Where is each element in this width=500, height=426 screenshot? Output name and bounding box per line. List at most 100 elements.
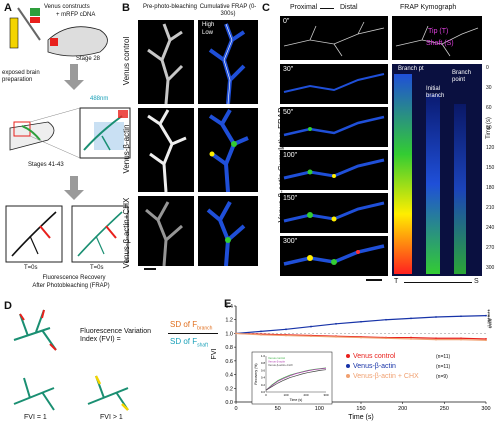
inset-series-line <box>265 367 327 391</box>
y-tick-label: 1.4 <box>225 304 233 310</box>
row-label-chx: Venus-β-actin+CHX <box>122 197 131 269</box>
denominator-text: SD of F <box>170 337 198 346</box>
kymo-tick-label: 30 <box>486 85 492 91</box>
x-tick-label: 100 <box>315 406 324 412</box>
series-point <box>485 339 487 342</box>
frap-label-2: After Photobleaching (FRAP) <box>32 283 110 289</box>
exposed-brain-label: exposed brain preparation <box>2 70 40 83</box>
inset-x-tick-label: 0 <box>265 393 267 397</box>
inset-legend-label: Venus-β-actin <box>268 360 286 364</box>
series-point <box>435 337 437 340</box>
significance-marker: *** <box>488 315 494 323</box>
inset-y-tick-label: 0.4 <box>261 376 266 380</box>
series-point <box>335 335 337 338</box>
kymo-tick-label: 90 <box>486 125 492 131</box>
tx-label: T=0s <box>90 265 104 271</box>
y-tick-label: 0.4 <box>225 373 233 379</box>
x-tick-label: 250 <box>440 406 449 412</box>
series-point <box>260 333 262 336</box>
fvi-equal-1: FVI = 1 <box>24 414 47 421</box>
legend-low: Low <box>202 30 214 36</box>
time-100: 100" <box>283 152 298 159</box>
inset-y-tick-label: 0.6 <box>261 368 266 372</box>
inset-x-tick-label: 300 <box>323 393 328 397</box>
legend-label: Venus-β-actin + CHX <box>353 373 419 380</box>
initial-branch-label: Initial branch <box>426 86 445 99</box>
inset-y-tick-label: 0.0 <box>261 390 266 394</box>
fvi-fraction-bar <box>168 333 218 334</box>
fvi-chart: 0.0 0.2 0.4 0.6 0.8 1.0 1.2 1.4 0 50 100 150 200 250 3… <box>211 304 494 421</box>
series-point <box>435 338 437 341</box>
kymograph-image <box>392 64 482 276</box>
row-label-control: Venus control <box>122 36 131 86</box>
prox-distal-arrow <box>320 8 334 9</box>
panel-b-letter: B <box>122 2 130 14</box>
legend-marker <box>346 364 350 368</box>
fvi-denominator: SD of Fshaft <box>170 337 208 351</box>
tip-label: Tip (T) <box>428 28 449 35</box>
significance-marker: *** <box>488 309 494 317</box>
kymo-tick-label: 210 <box>486 205 495 211</box>
kymo-tick-label: 300 <box>486 265 495 271</box>
inset-x-label: Time (s) <box>290 398 303 402</box>
legend-marker <box>346 354 350 358</box>
numerator-sub: branch <box>197 325 213 332</box>
legend-n: (n=9) <box>436 374 448 380</box>
scale-bar-b <box>144 268 156 270</box>
inset-x-tick-label: 100 <box>283 393 288 397</box>
kymo-top <box>392 16 482 60</box>
y-tick-label: 1.2 <box>225 318 233 324</box>
image-chx-prebleach <box>138 196 194 266</box>
proximal-label: Proximal <box>290 4 318 11</box>
kymo-time-ticks: 0 30 60 90 120 150 180 210 240 270 300 <box>484 64 500 276</box>
x-tick-label: 200 <box>398 406 407 412</box>
kymo-bottom-s: S <box>474 278 479 285</box>
panel-d-letter: D <box>4 300 12 312</box>
series-point <box>310 325 312 328</box>
legend-n: (n=11) <box>436 354 451 360</box>
series-point <box>410 317 412 320</box>
legend-label: Venus-β-actin <box>353 363 396 370</box>
inset-y-tick-label: 1.0 <box>261 354 266 358</box>
inset-frame <box>251 351 333 405</box>
mrfp-label: + mRFP cDNA <box>56 12 96 18</box>
series-point <box>285 328 287 331</box>
series-point <box>485 314 487 317</box>
shaft-label: Shaft (S) <box>426 40 454 47</box>
inset-x-tick-label: 200 <box>303 393 308 397</box>
kymo-tick-label: 240 <box>486 225 495 231</box>
panel-a-letter: A <box>4 2 12 14</box>
constructs-label: Venus constructs <box>44 4 90 10</box>
col-prebleach-label: Pre-photo-bleaching <box>142 4 198 10</box>
series-point <box>235 332 237 335</box>
time-30: 30" <box>283 66 294 73</box>
series-point <box>360 320 362 323</box>
legend-label: Venus control <box>353 353 396 360</box>
legend-n: (n=11) <box>436 364 451 370</box>
numerator-text: SD of F <box>170 320 198 329</box>
branch-point-label: Branch point <box>452 70 472 83</box>
kymo-tick-label: 270 <box>486 245 495 251</box>
significance-marker: ### <box>488 318 494 329</box>
series-point <box>460 315 462 318</box>
image-control-frap <box>198 20 258 104</box>
x-tick-label: 300 <box>481 406 490 412</box>
panel-c-letter: C <box>262 2 270 14</box>
kymo-tick-label: 60 <box>486 105 492 111</box>
inset-y-tick-label: 0.8 <box>261 361 266 365</box>
kymo-tick-label: 0 <box>486 65 489 71</box>
inset-legend-label: Venus-β-actin+CHX <box>268 363 293 367</box>
y-tick-label: 0.0 <box>225 400 233 406</box>
inset-legend-label: Venus control <box>268 356 285 360</box>
legend-marker <box>346 374 350 378</box>
x-axis-label: Time (s) <box>348 414 373 421</box>
image-actin-prebleach <box>138 108 194 192</box>
y-tick-label: 1.0 <box>225 331 233 337</box>
series-point <box>410 338 412 340</box>
series-point <box>410 336 412 339</box>
scale-bar-c <box>366 279 382 281</box>
fvi-greater-1: FVI > 1 <box>100 414 123 421</box>
fvi-formula-label: Fluorescence Variation Index (FVI) = <box>80 328 152 343</box>
x-tick-label: 150 <box>356 406 365 412</box>
